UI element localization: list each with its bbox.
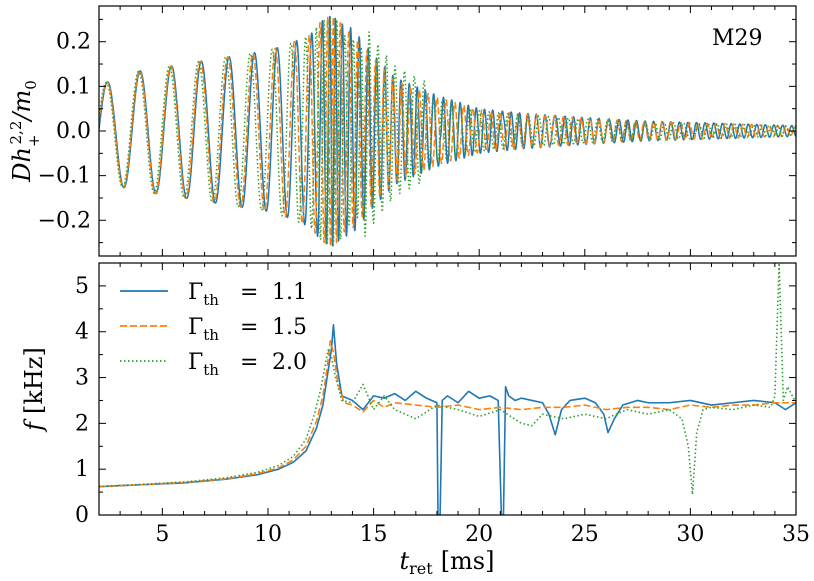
y-tick-label: 0.1 [56,74,91,99]
x-tick-label: 30 [676,522,704,547]
bottom-ticks: 5 10 15 20 25 30 35 0 1 2 3 4 5 [75,262,810,547]
y-tick-label: 2 [75,411,89,436]
top-ticks: −0.2 −0.1 0.0 0.1 0.2 [38,6,797,256]
bottom-panel: 5 10 15 20 25 30 35 0 1 2 3 4 5 Γth = 1.1 Γth = 1.5 Γth =… [20,262,810,578]
x-tick-label: 25 [571,522,599,547]
top-series-group [99,15,796,248]
freq-series-2 [99,340,796,488]
y-tick-label: 3 [75,366,89,391]
y-tick-label: 0 [75,503,89,528]
legend-label-3: Γth = 2.0 [188,350,307,379]
y-tick-label: 1 [75,457,89,482]
freq-series-1 [99,324,796,515]
x-tick-label: 5 [155,522,169,547]
legend-label-2: Γth = 1.5 [188,315,307,344]
y-tick-label: 0.2 [56,30,91,55]
wave-series-2 [99,16,796,248]
x-tick-label: 20 [465,522,493,547]
y-tick-label: −0.1 [38,164,91,189]
model-annotation: M29 [712,26,763,51]
bottom-series-group [99,263,796,515]
y-tick-label: 4 [75,320,89,345]
y-tick-label: −0.2 [38,208,91,233]
x-tick-label: 15 [360,522,388,547]
legend: Γth = 1.1 Γth = 1.5 Γth = 2.0 [120,280,307,379]
top-ylabel: Dh+2,2/m0 [7,80,43,183]
top-panel: −0.2 −0.1 0.0 0.1 0.2 M29 Dh+2,2/m0 [7,5,797,257]
y-tick-label: 0.0 [56,119,91,144]
bottom-frame [98,262,797,516]
top-frame [98,5,797,257]
wave-series-1 [99,15,796,247]
bottom-xlabel: tret [ms] [399,547,494,578]
x-tick-label: 10 [254,522,282,547]
x-tick-label: 35 [782,522,810,547]
legend-label-1: Γth = 1.1 [188,280,307,309]
y-tick-label: 5 [75,274,89,299]
bottom-ylabel: f[kHz] [20,347,48,433]
wave-series-3 [99,15,796,247]
